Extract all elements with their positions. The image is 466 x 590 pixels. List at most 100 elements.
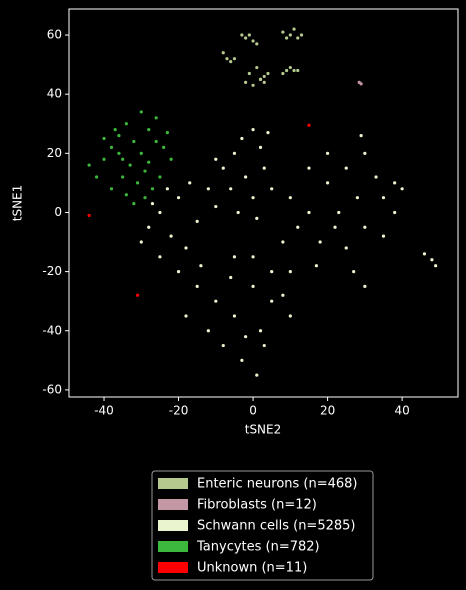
y-tick-label: -40 bbox=[42, 323, 62, 337]
point bbox=[251, 255, 255, 259]
point bbox=[132, 139, 136, 144]
point bbox=[147, 225, 151, 229]
point bbox=[147, 128, 151, 132]
legend-swatch bbox=[158, 541, 188, 552]
point bbox=[296, 68, 300, 73]
point bbox=[121, 175, 125, 179]
y-tick-label: -60 bbox=[42, 382, 62, 396]
point bbox=[270, 270, 274, 274]
point bbox=[195, 284, 199, 288]
point bbox=[244, 175, 248, 179]
point bbox=[422, 252, 427, 256]
point bbox=[258, 77, 263, 81]
point bbox=[94, 175, 99, 179]
point bbox=[195, 219, 199, 223]
y-axis-label: tSNE1 bbox=[11, 185, 25, 222]
point bbox=[147, 160, 151, 164]
point bbox=[102, 136, 106, 141]
point bbox=[281, 71, 285, 76]
point bbox=[400, 187, 404, 191]
point bbox=[251, 128, 255, 132]
point bbox=[244, 36, 248, 40]
point bbox=[314, 264, 319, 268]
point bbox=[255, 216, 259, 220]
point bbox=[352, 270, 356, 274]
legend-label: Tanycytes (n=782) bbox=[196, 540, 320, 555]
x-tick-label: 0 bbox=[249, 404, 257, 418]
point bbox=[240, 136, 244, 141]
point bbox=[381, 234, 386, 238]
point bbox=[363, 284, 367, 288]
point bbox=[255, 373, 259, 377]
point bbox=[135, 181, 140, 185]
point bbox=[296, 225, 300, 229]
point bbox=[307, 123, 311, 127]
point bbox=[292, 68, 296, 73]
legend bbox=[151, 470, 374, 581]
point bbox=[288, 196, 292, 200]
plot-frame bbox=[68, 8, 459, 398]
point bbox=[102, 157, 106, 161]
point bbox=[225, 57, 229, 61]
point bbox=[255, 65, 259, 70]
point bbox=[232, 255, 237, 259]
point bbox=[206, 329, 210, 333]
point bbox=[109, 145, 114, 150]
point bbox=[281, 30, 285, 34]
point bbox=[139, 110, 143, 114]
legend-label: Schwann cells (n=5285) bbox=[197, 519, 355, 534]
point bbox=[307, 210, 311, 215]
point bbox=[251, 83, 255, 87]
point bbox=[199, 264, 203, 268]
point bbox=[355, 196, 359, 200]
point bbox=[124, 122, 128, 126]
point bbox=[154, 139, 158, 144]
point bbox=[363, 225, 367, 229]
point bbox=[251, 39, 255, 43]
point bbox=[266, 71, 270, 76]
point bbox=[281, 240, 285, 244]
point bbox=[288, 270, 292, 274]
point bbox=[363, 151, 367, 155]
point bbox=[325, 151, 330, 155]
legend-swatch bbox=[158, 499, 188, 510]
point bbox=[128, 163, 132, 167]
point bbox=[229, 275, 233, 280]
point bbox=[240, 33, 244, 37]
point bbox=[184, 246, 188, 250]
x-tick-label: 40 bbox=[394, 404, 409, 418]
point bbox=[158, 175, 162, 179]
point bbox=[143, 169, 147, 173]
point bbox=[113, 128, 117, 132]
point bbox=[288, 33, 292, 37]
y-tick-label: 0 bbox=[54, 205, 62, 219]
legend-label: Fibroblasts (n=12) bbox=[197, 498, 317, 513]
y-tick-label: 20 bbox=[47, 146, 62, 160]
point bbox=[165, 131, 169, 135]
point bbox=[229, 60, 233, 64]
y-tick-label: -20 bbox=[42, 264, 62, 278]
point bbox=[337, 210, 341, 215]
point bbox=[214, 157, 218, 161]
point bbox=[244, 335, 248, 339]
point bbox=[176, 196, 181, 200]
point bbox=[221, 343, 225, 348]
point bbox=[229, 187, 233, 191]
point bbox=[232, 57, 237, 61]
point bbox=[307, 166, 311, 170]
point bbox=[240, 358, 244, 362]
point bbox=[135, 293, 140, 297]
point bbox=[169, 157, 173, 161]
point bbox=[262, 343, 266, 348]
point bbox=[296, 36, 300, 40]
point bbox=[244, 80, 248, 84]
point bbox=[214, 299, 218, 303]
point bbox=[262, 166, 266, 170]
y-tick-label: 60 bbox=[47, 28, 62, 42]
point bbox=[124, 193, 128, 197]
point bbox=[158, 210, 162, 215]
point bbox=[232, 151, 237, 155]
point bbox=[221, 51, 225, 55]
point bbox=[393, 210, 397, 215]
